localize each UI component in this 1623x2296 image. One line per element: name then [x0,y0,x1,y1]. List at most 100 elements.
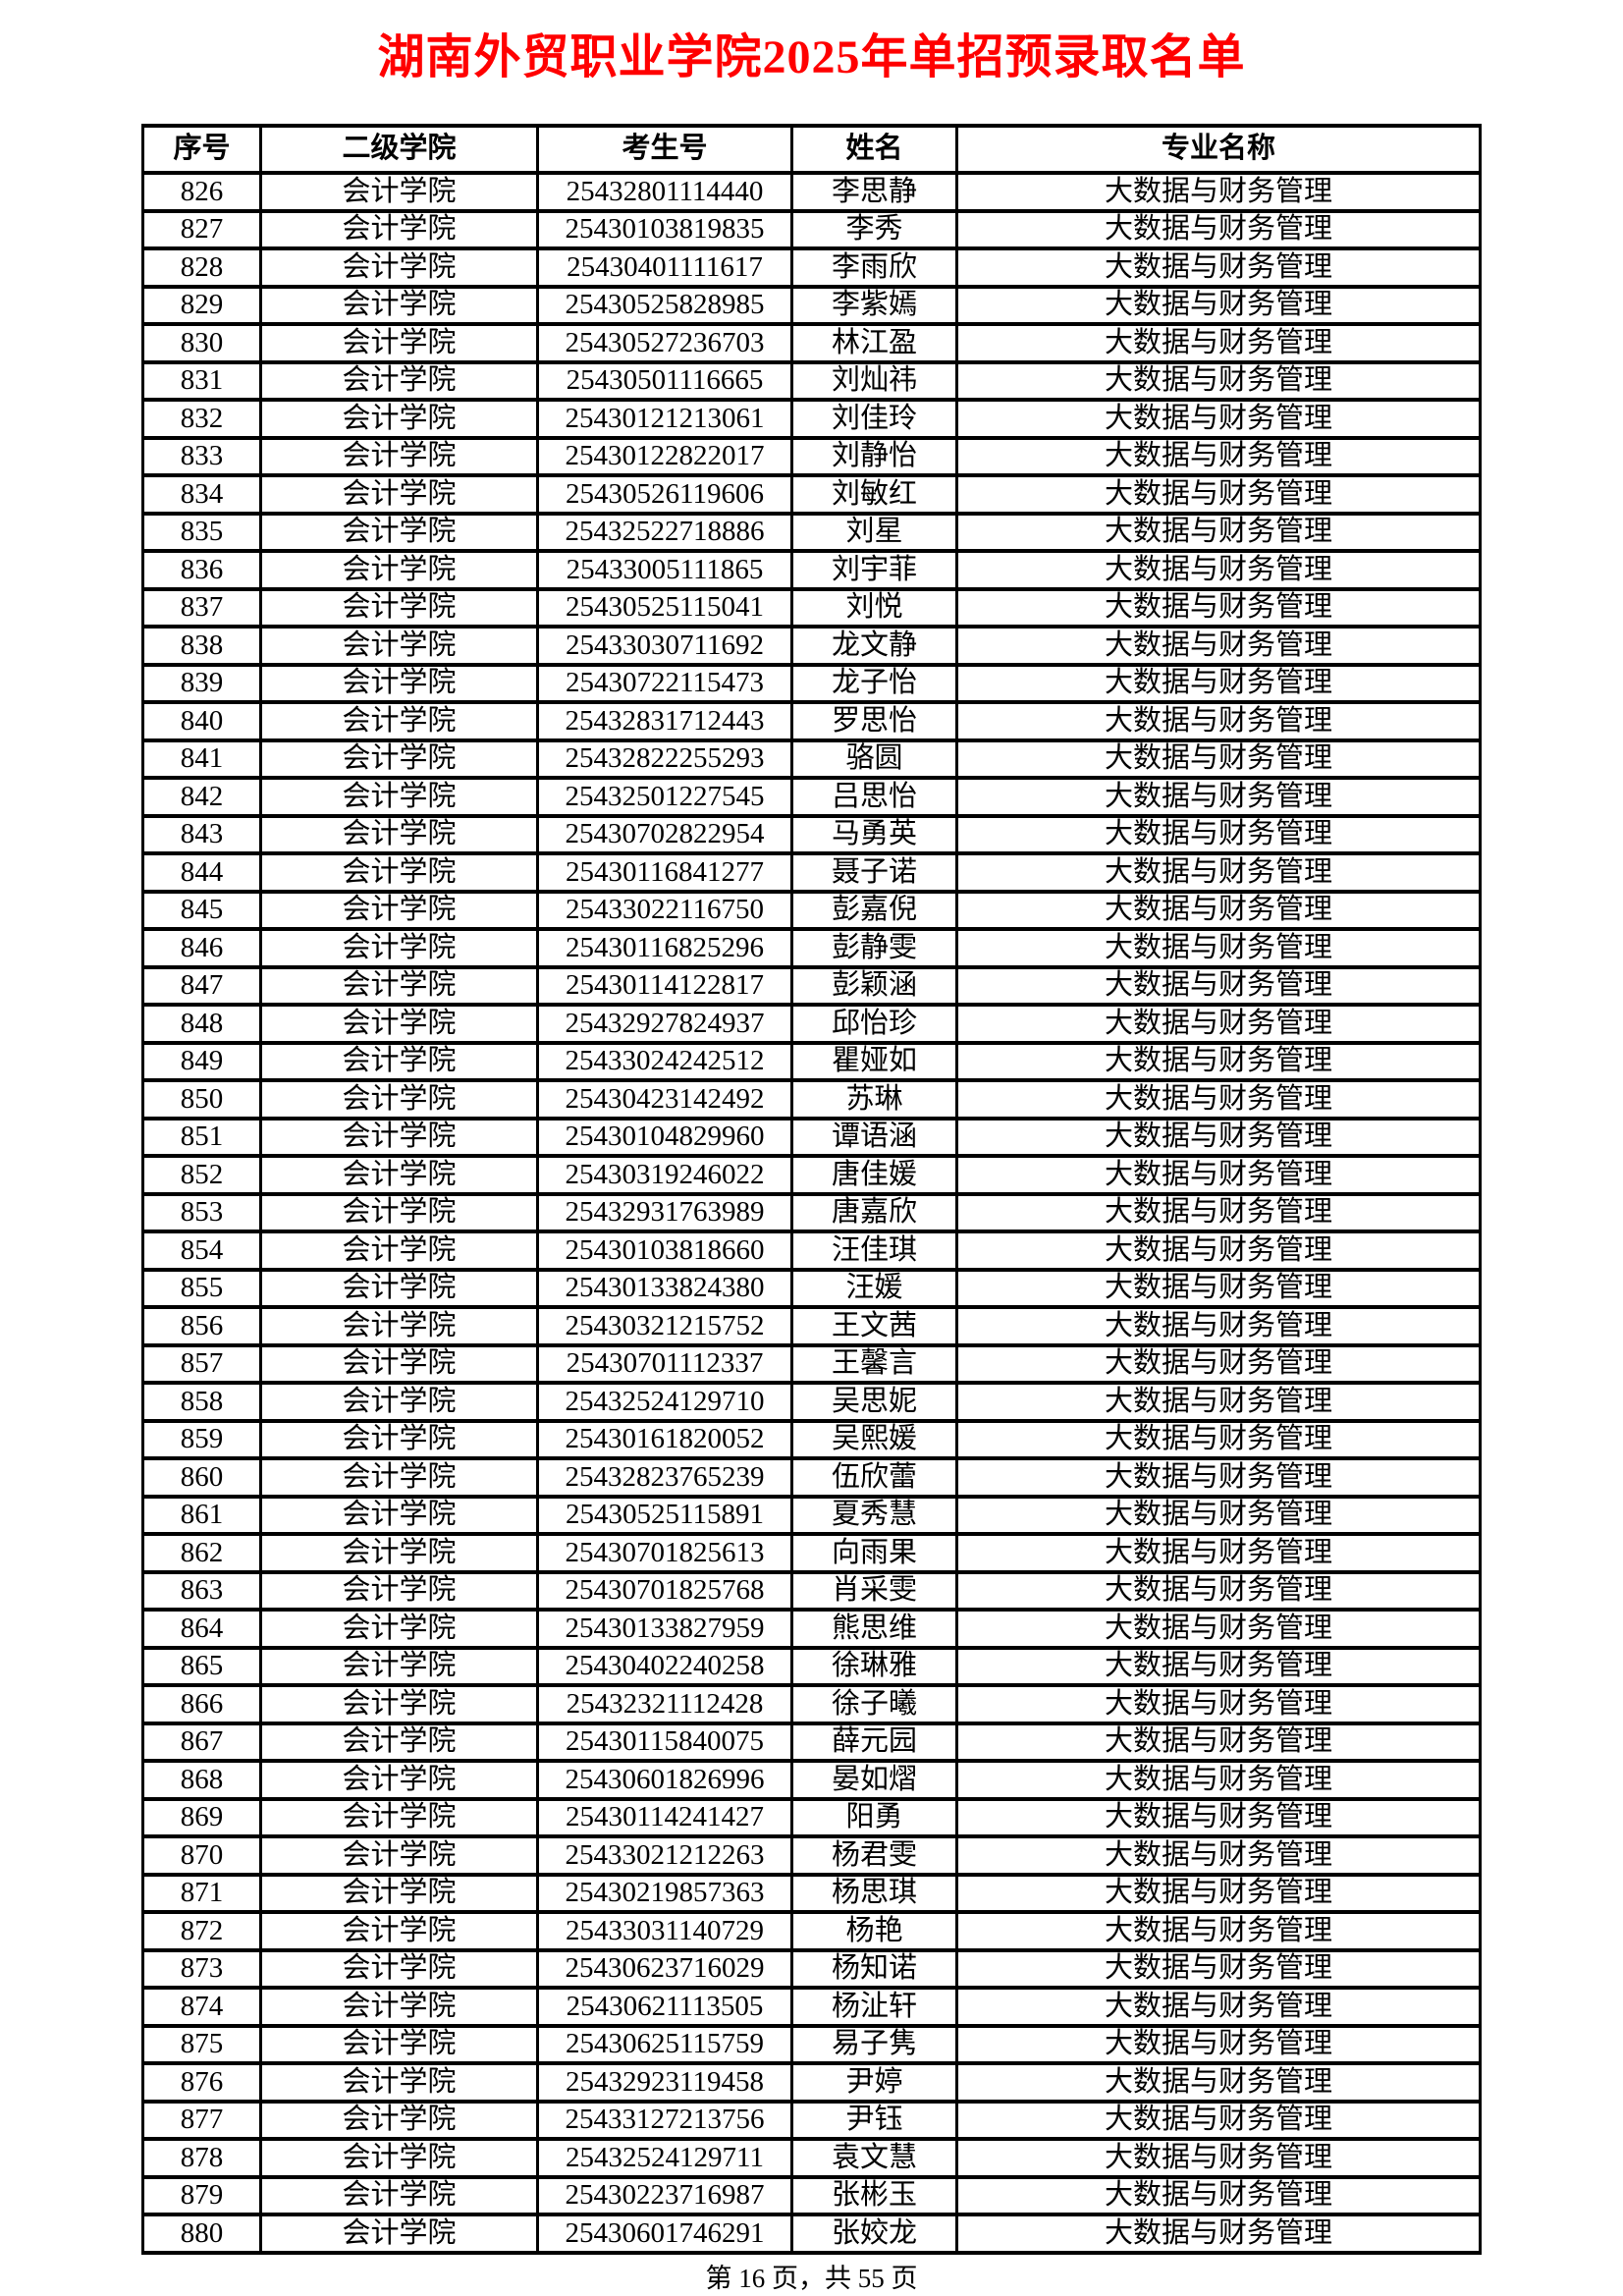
cell-college: 会计学院 [259,1683,539,1725]
table-row: 828 会计学院 25430401111617 李雨欣 大数据与财务管理 [141,246,1482,289]
cell-seq: 852 [141,1154,262,1196]
cell-college: 会计学院 [259,2174,539,2217]
table-row: 873 会计学院 25430623716029 杨知诺 大数据与财务管理 [141,1947,1482,1991]
cell-college: 会计学院 [259,927,539,969]
cell-candidate-no: 25432823765239 [536,1456,793,1499]
cell-college: 会计学院 [259,1116,539,1159]
cell-college: 会计学院 [259,2061,539,2104]
cell-seq: 880 [141,2213,262,2255]
cell-candidate-no: 25430402240258 [536,1645,793,1688]
cell-name: 张彬玉 [790,2174,958,2217]
table-row: 859 会计学院 25430161820052 吴熙媛 大数据与财务管理 [141,1418,1482,1461]
cell-college: 会计学院 [259,1947,539,1991]
table-row: 866 会计学院 25432321112428 徐子曦 大数据与财务管理 [141,1683,1482,1725]
cell-college: 会计学院 [259,2099,539,2142]
cell-college: 会计学院 [259,1532,539,1574]
cell-major: 大数据与财务管理 [955,1381,1482,1423]
cell-seq: 862 [141,1532,262,1574]
cell-candidate-no: 25432931763989 [536,1191,793,1234]
cell-college: 会计学院 [259,1418,539,1461]
cell-college: 会计学院 [259,1154,539,1196]
cell-seq: 833 [141,435,262,478]
cell-candidate-no: 25430114122817 [536,964,793,1008]
cell-candidate-no: 25430133824380 [536,1267,793,1310]
cell-major: 大数据与财务管理 [955,549,1482,591]
cell-seq: 837 [141,586,262,629]
column-header-major: 专业名称 [955,124,1482,176]
cell-name: 骆圆 [790,738,958,781]
table-row: 836 会计学院 25433005111865 刘宇菲 大数据与财务管理 [141,549,1482,591]
cell-college: 会计学院 [259,851,539,894]
cell-seq: 872 [141,1910,262,1952]
cell-major: 大数据与财务管理 [955,2174,1482,2217]
cell-seq: 869 [141,1796,262,1839]
cell-name: 夏秀慧 [790,1494,958,1537]
cell-major: 大数据与财务管理 [955,246,1482,289]
cell-candidate-no: 25430525828985 [536,284,793,327]
cell-seq: 830 [141,322,262,364]
cell-candidate-no: 25432831712443 [536,700,793,742]
cell-major: 大数据与财务管理 [955,2099,1482,2142]
cell-candidate-no: 25430601746291 [536,2213,793,2255]
cell-candidate-no: 25430223716987 [536,2174,793,2217]
table-row: 835 会计学院 25432522718886 刘星 大数据与财务管理 [141,511,1482,554]
cell-major: 大数据与财务管理 [955,1003,1482,1045]
cell-name: 刘灿祎 [790,359,958,403]
column-header-college: 二级学院 [259,124,539,176]
cell-name: 林江盈 [790,322,958,364]
column-header-seq: 序号 [141,124,262,176]
cell-seq: 871 [141,1872,262,1915]
cell-name: 晏如熠 [790,1759,958,1801]
table-row: 850 会计学院 25430423142492 苏琳 大数据与财务管理 [141,1078,1482,1121]
cell-major: 大数据与财务管理 [955,1154,1482,1196]
cell-seq: 858 [141,1381,262,1423]
cell-name: 龙子怡 [790,662,958,705]
cell-candidate-no: 25430625115759 [536,2023,793,2066]
table-row: 880 会计学院 25430601746291 张姣龙 大数据与财务管理 [141,2213,1482,2255]
cell-seq: 855 [141,1267,262,1310]
cell-name: 肖采雯 [790,1569,958,1613]
cell-major: 大数据与财务管理 [955,473,1482,516]
cell-name: 刘悦 [790,586,958,629]
cell-candidate-no: 25430115840075 [536,1721,793,1764]
cell-name: 汪媛 [790,1267,958,1310]
cell-candidate-no: 25433031140729 [536,1910,793,1952]
cell-college: 会计学院 [259,1078,539,1121]
cell-candidate-no: 25430319246022 [536,1154,793,1196]
cell-seq: 831 [141,359,262,403]
cell-seq: 853 [141,1191,262,1234]
cell-college: 会计学院 [259,738,539,781]
table-row: 861 会计学院 25430525115891 夏秀慧 大数据与财务管理 [141,1494,1482,1537]
header-row: 序号 二级学院 考生号 姓名 专业名称 [141,124,1482,176]
cell-college: 会计学院 [259,1342,539,1386]
cell-seq: 846 [141,927,262,969]
cell-college: 会计学院 [259,435,539,478]
table-row: 862 会计学院 25430701825613 向雨果 大数据与财务管理 [141,1532,1482,1574]
cell-name: 彭嘉倪 [790,889,958,932]
cell-college: 会计学院 [259,511,539,554]
admission-table: 序号 二级学院 考生号 姓名 专业名称 826 会计学院 2543280111444… [141,124,1482,2255]
table-row: 854 会计学院 25430103818660 汪佳琪 大数据与财务管理 [141,1230,1482,1272]
cell-college: 会计学院 [259,1645,539,1688]
cell-college: 会计学院 [259,473,539,516]
cell-candidate-no: 25432501227545 [536,776,793,818]
cell-major: 大数据与财务管理 [955,1342,1482,1386]
cell-major: 大数据与财务管理 [955,813,1482,856]
table-row: 858 会计学院 25432524129710 吴思妮 大数据与财务管理 [141,1381,1482,1423]
cell-candidate-no: 25430104829960 [536,1116,793,1159]
cell-seq: 845 [141,889,262,932]
cell-major: 大数据与财务管理 [955,1267,1482,1310]
cell-name: 彭静雯 [790,927,958,969]
cell-name: 谭语涵 [790,1116,958,1159]
table-row: 875 会计学院 25430625115759 易子隽 大数据与财务管理 [141,2023,1482,2066]
cell-major: 大数据与财务管理 [955,1569,1482,1613]
cell-name: 王文茜 [790,1305,958,1347]
cell-candidate-no: 25432801114440 [536,171,793,213]
table-row: 879 会计学院 25430223716987 张彬玉 大数据与财务管理 [141,2174,1482,2217]
cell-name: 刘敏红 [790,473,958,516]
table-row: 826 会计学院 25432801114440 李思静 大数据与财务管理 [141,171,1482,213]
cell-candidate-no: 25430423142492 [536,1078,793,1121]
cell-name: 聂子诺 [790,851,958,894]
cell-name: 李雨欣 [790,246,958,289]
cell-candidate-no: 25430321215752 [536,1305,793,1347]
